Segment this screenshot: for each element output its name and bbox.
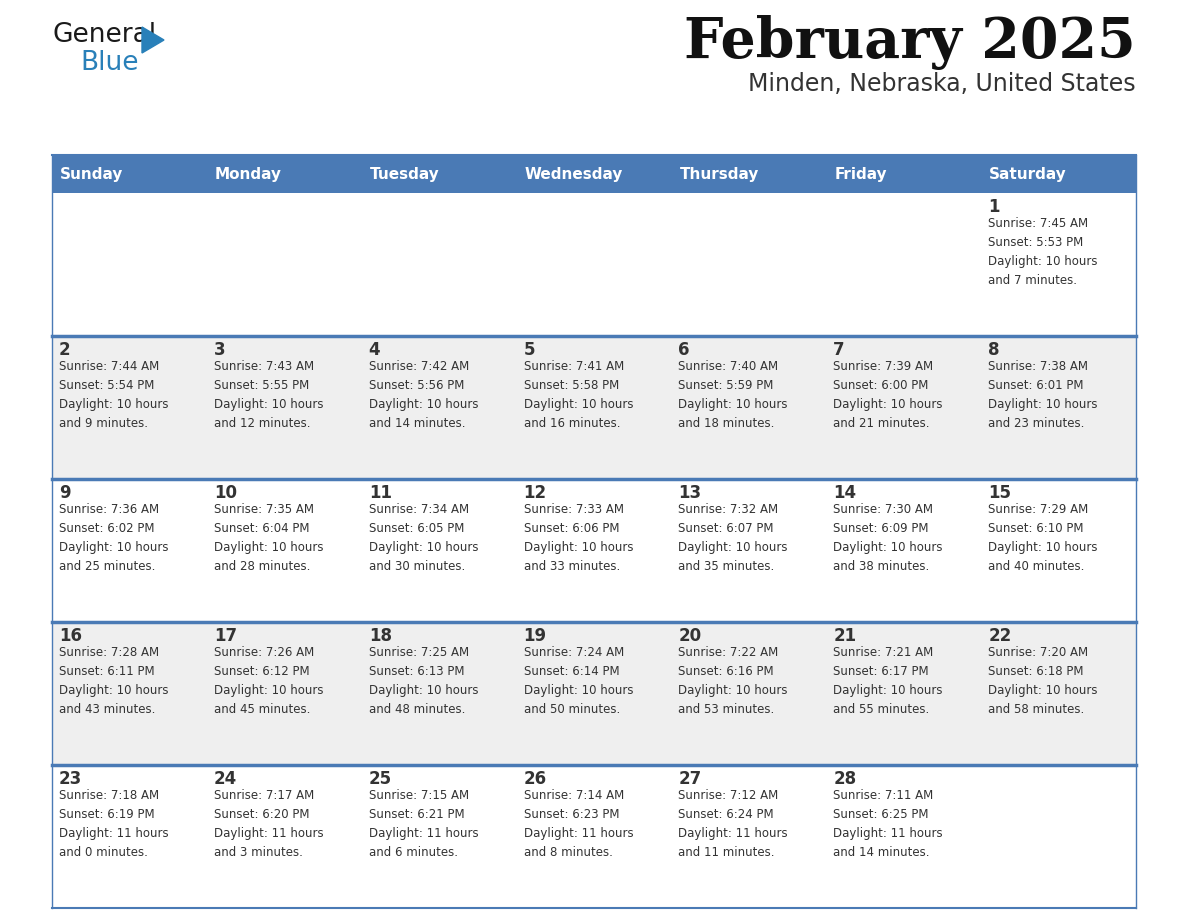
Text: Sunrise: 7:30 AM
Sunset: 6:09 PM
Daylight: 10 hours
and 38 minutes.: Sunrise: 7:30 AM Sunset: 6:09 PM Dayligh… <box>833 503 943 573</box>
Text: 13: 13 <box>678 484 702 502</box>
Bar <box>517 155 671 193</box>
Text: 16: 16 <box>59 627 82 645</box>
Text: Sunrise: 7:34 AM
Sunset: 6:05 PM
Daylight: 10 hours
and 30 minutes.: Sunrise: 7:34 AM Sunset: 6:05 PM Dayligh… <box>368 503 479 573</box>
Text: Sunrise: 7:42 AM
Sunset: 5:56 PM
Daylight: 10 hours
and 14 minutes.: Sunrise: 7:42 AM Sunset: 5:56 PM Dayligh… <box>368 360 479 430</box>
Text: Sunrise: 7:22 AM
Sunset: 6:16 PM
Daylight: 10 hours
and 53 minutes.: Sunrise: 7:22 AM Sunset: 6:16 PM Dayligh… <box>678 646 788 716</box>
Text: Sunrise: 7:25 AM
Sunset: 6:13 PM
Daylight: 10 hours
and 48 minutes.: Sunrise: 7:25 AM Sunset: 6:13 PM Dayligh… <box>368 646 479 716</box>
Bar <box>52 479 1136 622</box>
Text: Sunrise: 7:14 AM
Sunset: 6:23 PM
Daylight: 11 hours
and 8 minutes.: Sunrise: 7:14 AM Sunset: 6:23 PM Dayligh… <box>524 789 633 859</box>
Bar <box>52 336 1136 479</box>
Text: Blue: Blue <box>80 50 139 76</box>
Text: 3: 3 <box>214 341 226 359</box>
Text: February 2025: February 2025 <box>684 15 1136 70</box>
Text: Sunrise: 7:17 AM
Sunset: 6:20 PM
Daylight: 11 hours
and 3 minutes.: Sunrise: 7:17 AM Sunset: 6:20 PM Dayligh… <box>214 789 323 859</box>
Text: 15: 15 <box>988 484 1011 502</box>
Text: Thursday: Thursday <box>680 166 759 182</box>
Text: Sunrise: 7:39 AM
Sunset: 6:00 PM
Daylight: 10 hours
and 21 minutes.: Sunrise: 7:39 AM Sunset: 6:00 PM Dayligh… <box>833 360 943 430</box>
Text: 17: 17 <box>214 627 236 645</box>
Text: Sunrise: 7:41 AM
Sunset: 5:58 PM
Daylight: 10 hours
and 16 minutes.: Sunrise: 7:41 AM Sunset: 5:58 PM Dayligh… <box>524 360 633 430</box>
Text: General: General <box>52 22 156 48</box>
Bar <box>827 155 981 193</box>
Text: 28: 28 <box>833 770 857 788</box>
Text: 8: 8 <box>988 341 999 359</box>
Text: 7: 7 <box>833 341 845 359</box>
Text: Sunrise: 7:24 AM
Sunset: 6:14 PM
Daylight: 10 hours
and 50 minutes.: Sunrise: 7:24 AM Sunset: 6:14 PM Dayligh… <box>524 646 633 716</box>
Text: 11: 11 <box>368 484 392 502</box>
Text: 10: 10 <box>214 484 236 502</box>
Text: 2: 2 <box>59 341 70 359</box>
Bar <box>52 765 1136 908</box>
Text: Sunrise: 7:35 AM
Sunset: 6:04 PM
Daylight: 10 hours
and 28 minutes.: Sunrise: 7:35 AM Sunset: 6:04 PM Dayligh… <box>214 503 323 573</box>
Text: 1: 1 <box>988 198 999 216</box>
Text: Sunrise: 7:40 AM
Sunset: 5:59 PM
Daylight: 10 hours
and 18 minutes.: Sunrise: 7:40 AM Sunset: 5:59 PM Dayligh… <box>678 360 788 430</box>
Text: Sunrise: 7:15 AM
Sunset: 6:21 PM
Daylight: 11 hours
and 6 minutes.: Sunrise: 7:15 AM Sunset: 6:21 PM Dayligh… <box>368 789 479 859</box>
Text: Saturday: Saturday <box>990 166 1067 182</box>
Bar <box>52 193 1136 336</box>
Text: 24: 24 <box>214 770 238 788</box>
Text: Sunrise: 7:28 AM
Sunset: 6:11 PM
Daylight: 10 hours
and 43 minutes.: Sunrise: 7:28 AM Sunset: 6:11 PM Dayligh… <box>59 646 169 716</box>
Bar <box>361 155 517 193</box>
Text: 14: 14 <box>833 484 857 502</box>
Text: Sunrise: 7:21 AM
Sunset: 6:17 PM
Daylight: 10 hours
and 55 minutes.: Sunrise: 7:21 AM Sunset: 6:17 PM Dayligh… <box>833 646 943 716</box>
Text: Sunrise: 7:12 AM
Sunset: 6:24 PM
Daylight: 11 hours
and 11 minutes.: Sunrise: 7:12 AM Sunset: 6:24 PM Dayligh… <box>678 789 788 859</box>
Text: 6: 6 <box>678 341 690 359</box>
Text: 21: 21 <box>833 627 857 645</box>
Text: 20: 20 <box>678 627 702 645</box>
Bar <box>981 155 1136 193</box>
Text: 25: 25 <box>368 770 392 788</box>
Text: Sunrise: 7:32 AM
Sunset: 6:07 PM
Daylight: 10 hours
and 35 minutes.: Sunrise: 7:32 AM Sunset: 6:07 PM Dayligh… <box>678 503 788 573</box>
Text: 26: 26 <box>524 770 546 788</box>
Text: Sunrise: 7:33 AM
Sunset: 6:06 PM
Daylight: 10 hours
and 33 minutes.: Sunrise: 7:33 AM Sunset: 6:06 PM Dayligh… <box>524 503 633 573</box>
Text: 23: 23 <box>59 770 82 788</box>
Bar <box>52 622 1136 765</box>
Text: Sunrise: 7:29 AM
Sunset: 6:10 PM
Daylight: 10 hours
and 40 minutes.: Sunrise: 7:29 AM Sunset: 6:10 PM Dayligh… <box>988 503 1098 573</box>
Text: Sunrise: 7:44 AM
Sunset: 5:54 PM
Daylight: 10 hours
and 9 minutes.: Sunrise: 7:44 AM Sunset: 5:54 PM Dayligh… <box>59 360 169 430</box>
Bar <box>52 155 207 193</box>
Text: 18: 18 <box>368 627 392 645</box>
Text: Friday: Friday <box>834 166 887 182</box>
Text: Sunrise: 7:18 AM
Sunset: 6:19 PM
Daylight: 11 hours
and 0 minutes.: Sunrise: 7:18 AM Sunset: 6:19 PM Dayligh… <box>59 789 169 859</box>
Text: Sunrise: 7:26 AM
Sunset: 6:12 PM
Daylight: 10 hours
and 45 minutes.: Sunrise: 7:26 AM Sunset: 6:12 PM Dayligh… <box>214 646 323 716</box>
Text: Tuesday: Tuesday <box>369 166 440 182</box>
Text: 5: 5 <box>524 341 535 359</box>
Text: 12: 12 <box>524 484 546 502</box>
Bar <box>207 155 361 193</box>
Text: 9: 9 <box>59 484 70 502</box>
Text: Sunrise: 7:38 AM
Sunset: 6:01 PM
Daylight: 10 hours
and 23 minutes.: Sunrise: 7:38 AM Sunset: 6:01 PM Dayligh… <box>988 360 1098 430</box>
Text: 19: 19 <box>524 627 546 645</box>
Bar <box>671 155 827 193</box>
Text: Sunrise: 7:45 AM
Sunset: 5:53 PM
Daylight: 10 hours
and 7 minutes.: Sunrise: 7:45 AM Sunset: 5:53 PM Dayligh… <box>988 217 1098 287</box>
Text: Sunday: Sunday <box>61 166 124 182</box>
Text: Sunrise: 7:11 AM
Sunset: 6:25 PM
Daylight: 11 hours
and 14 minutes.: Sunrise: 7:11 AM Sunset: 6:25 PM Dayligh… <box>833 789 943 859</box>
Text: 27: 27 <box>678 770 702 788</box>
Text: Sunrise: 7:20 AM
Sunset: 6:18 PM
Daylight: 10 hours
and 58 minutes.: Sunrise: 7:20 AM Sunset: 6:18 PM Dayligh… <box>988 646 1098 716</box>
Text: Wednesday: Wednesday <box>525 166 623 182</box>
Text: 4: 4 <box>368 341 380 359</box>
Polygon shape <box>143 27 164 53</box>
Text: 22: 22 <box>988 627 1011 645</box>
Text: Sunrise: 7:36 AM
Sunset: 6:02 PM
Daylight: 10 hours
and 25 minutes.: Sunrise: 7:36 AM Sunset: 6:02 PM Dayligh… <box>59 503 169 573</box>
Text: Sunrise: 7:43 AM
Sunset: 5:55 PM
Daylight: 10 hours
and 12 minutes.: Sunrise: 7:43 AM Sunset: 5:55 PM Dayligh… <box>214 360 323 430</box>
Text: Monday: Monday <box>215 166 282 182</box>
Text: Minden, Nebraska, United States: Minden, Nebraska, United States <box>748 72 1136 96</box>
